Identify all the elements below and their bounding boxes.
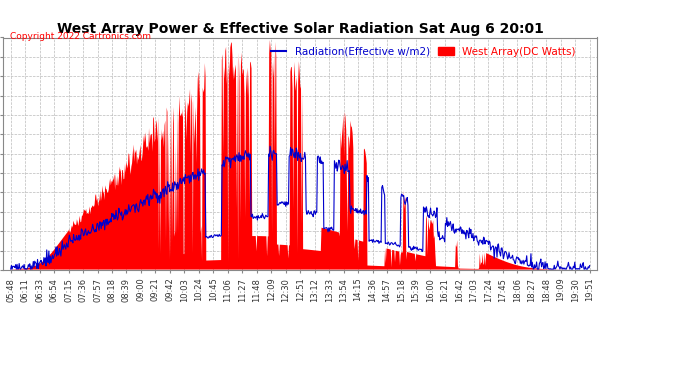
Legend: Radiation(Effective w/m2), West Array(DC Watts): Radiation(Effective w/m2), West Array(DC… <box>266 43 580 61</box>
Text: Copyright 2022 Cartronics.com: Copyright 2022 Cartronics.com <box>10 32 151 41</box>
Title: West Array Power & Effective Solar Radiation Sat Aug 6 20:01: West Array Power & Effective Solar Radia… <box>57 22 544 36</box>
